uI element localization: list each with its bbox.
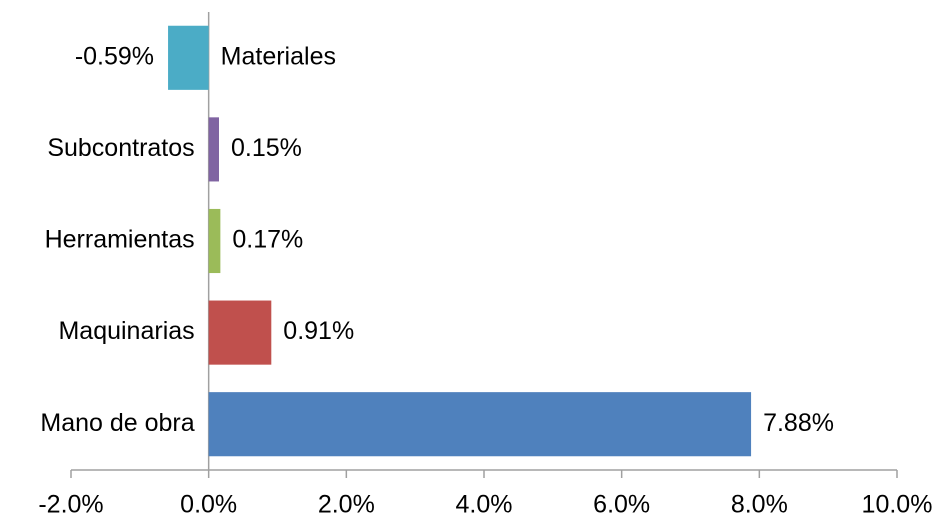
category-label: Mano de obra xyxy=(40,409,194,437)
x-tick-label: 10.0% xyxy=(862,491,933,519)
x-tick-label: 8.0% xyxy=(731,491,788,519)
bar xyxy=(208,208,221,274)
x-tick-label: 0.0% xyxy=(180,491,237,519)
value-label: 0.15% xyxy=(231,134,302,162)
category-label: Herramientas xyxy=(45,226,195,254)
value-label: -0.59% xyxy=(75,42,154,70)
category-label: Subcontratos xyxy=(47,134,194,162)
bar xyxy=(168,25,209,90)
x-tick-label: 6.0% xyxy=(593,491,650,519)
bar xyxy=(208,117,219,182)
value-label: 7.88% xyxy=(763,409,834,437)
bar xyxy=(208,300,272,365)
x-tick-label: -2.0% xyxy=(38,491,103,519)
category-label: Maquinarias xyxy=(58,317,194,345)
value-label: 0.17% xyxy=(232,226,303,254)
x-tick-label: 2.0% xyxy=(318,491,375,519)
value-label: 0.91% xyxy=(283,317,354,345)
bar xyxy=(208,392,752,457)
category-label: Materiales xyxy=(221,42,336,70)
x-tick-label: 4.0% xyxy=(456,491,513,519)
